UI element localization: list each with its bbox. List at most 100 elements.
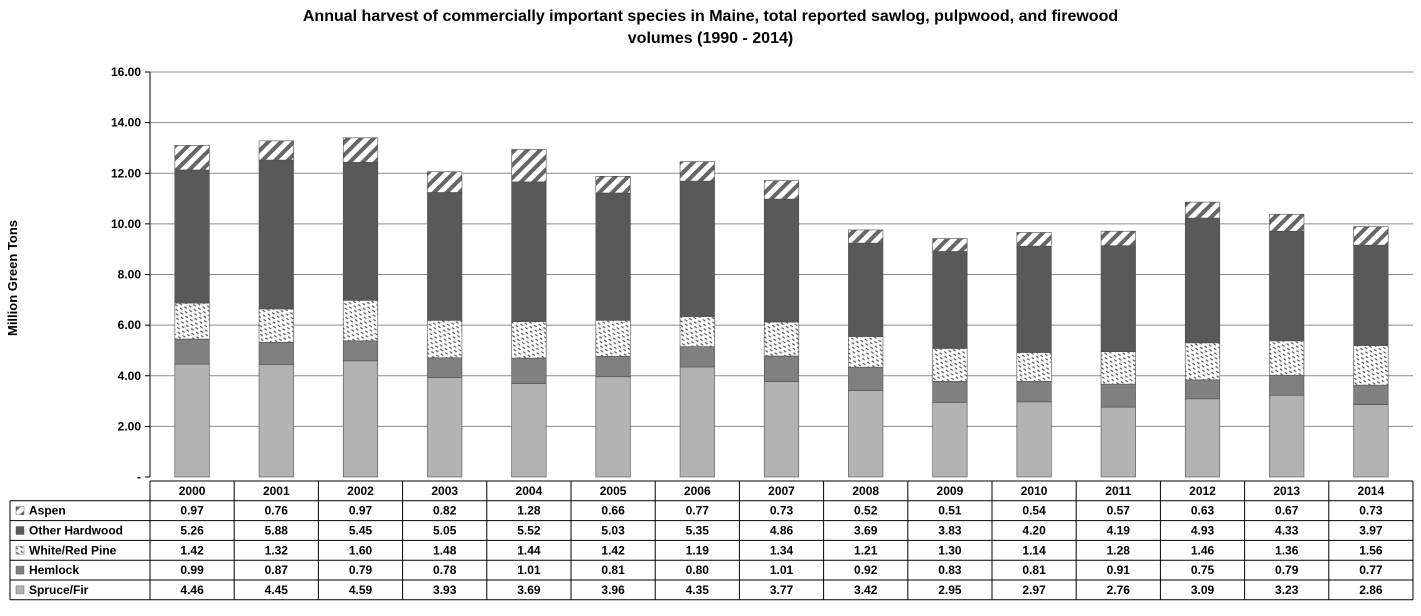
bar-aspen-2001 — [258, 140, 294, 161]
data-label-aspen-2006: 0.77 — [686, 504, 710, 518]
data-label-spruce-fir-2007: 3.77 — [770, 583, 794, 597]
legend-label-spruce-fir: Spruce/Fir — [29, 583, 89, 597]
legend-label-hemlock: Hemlock — [29, 563, 79, 577]
bar-aspen-2013 — [1269, 213, 1305, 232]
data-label-white-red-pine-2004: 1.44 — [517, 543, 541, 557]
bar-white-red-pine-2002 — [342, 300, 379, 342]
bar-other-hardwood-2001 — [258, 159, 294, 310]
bar-white-red-pine-2011 — [1100, 351, 1136, 385]
legend-key-hemlock — [15, 565, 25, 575]
y-tick-label: 6.00 — [118, 318, 142, 332]
bar-spruce-fir-2004 — [511, 383, 547, 478]
bar-aspen-2007 — [763, 180, 800, 200]
bar-white-red-pine-2009 — [932, 348, 968, 382]
bar-aspen-2000 — [174, 145, 210, 171]
bar-other-hardwood-2002 — [342, 162, 379, 301]
bar-hemlock-2002 — [342, 340, 379, 362]
data-label-spruce-fir-2012: 3.09 — [1191, 583, 1215, 597]
bar-aspen-2004 — [511, 149, 547, 183]
data-label-hemlock-2010: 0.81 — [1022, 563, 1046, 577]
data-label-spruce-fir-2008: 3.42 — [854, 583, 878, 597]
bar-spruce-fir-2001 — [258, 364, 294, 478]
data-label-white-red-pine-2008: 1.21 — [854, 543, 878, 557]
bar-hemlock-2000 — [174, 338, 210, 365]
x-tick-label-2010: 2010 — [1021, 484, 1048, 498]
data-label-hemlock-2007: 1.01 — [770, 563, 794, 577]
legend-label-white-red-pine: White/Red Pine — [29, 543, 117, 557]
data-label-white-red-pine-2000: 1.42 — [180, 543, 204, 557]
bar-other-hardwood-2005 — [595, 192, 631, 321]
bar-hemlock-2013 — [1269, 374, 1305, 396]
data-label-hemlock-2013: 0.79 — [1275, 563, 1299, 577]
bar-other-hardwood-2003 — [427, 192, 463, 321]
bar-other-hardwood-2013 — [1269, 230, 1305, 342]
data-label-spruce-fir-2014: 2.86 — [1359, 583, 1383, 597]
bar-white-red-pine-2003 — [427, 320, 463, 359]
bar-other-hardwood-2004 — [511, 181, 547, 322]
y-axis-label: Million Green Tons — [5, 220, 20, 336]
data-label-aspen-2004: 1.28 — [517, 504, 541, 518]
data-label-hemlock-2001: 0.87 — [265, 563, 289, 577]
bar-hemlock-2007 — [763, 355, 800, 382]
data-label-white-red-pine-2012: 1.46 — [1191, 543, 1215, 557]
data-label-aspen-2000: 0.97 — [180, 504, 204, 518]
data-label-white-red-pine-2009: 1.30 — [938, 543, 962, 557]
legend-label-aspen: Aspen — [29, 504, 66, 518]
data-label-hemlock-2000: 0.99 — [180, 563, 204, 577]
data-label-white-red-pine-2002: 1.60 — [349, 543, 373, 557]
bar-white-red-pine-2004 — [511, 321, 547, 359]
data-label-aspen-2008: 0.52 — [854, 504, 878, 518]
y-tick-label: 4.00 — [118, 369, 142, 383]
bar-white-red-pine-2001 — [258, 308, 294, 343]
data-label-spruce-fir-2004: 3.69 — [517, 583, 541, 597]
bar-spruce-fir-2012 — [1184, 398, 1221, 478]
bar-hemlock-2008 — [848, 366, 884, 391]
data-label-aspen-2010: 0.54 — [1022, 504, 1046, 518]
legend-label-other-hardwood: Other Hardwood — [29, 524, 123, 538]
bar-white-red-pine-2007 — [763, 321, 800, 357]
y-tick-label: 16.00 — [111, 65, 141, 79]
bar-other-hardwood-2006 — [679, 180, 715, 317]
data-label-aspen-2005: 0.66 — [601, 504, 625, 518]
bar-spruce-fir-2013 — [1269, 394, 1305, 478]
data-label-white-red-pine-2013: 1.36 — [1275, 543, 1299, 557]
x-tick-label-2003: 2003 — [431, 484, 458, 498]
data-label-other-hardwood-2009: 3.83 — [938, 524, 962, 538]
bar-other-hardwood-2011 — [1100, 245, 1136, 353]
data-label-other-hardwood-2006: 5.35 — [686, 524, 710, 538]
bar-aspen-2003 — [427, 171, 463, 193]
bar-hemlock-2004 — [511, 357, 547, 384]
bar-spruce-fir-2000 — [174, 363, 210, 478]
data-label-other-hardwood-2001: 5.88 — [265, 524, 289, 538]
data-label-aspen-2011: 0.57 — [1107, 504, 1131, 518]
x-tick-label-2009: 2009 — [937, 484, 964, 498]
data-label-spruce-fir-2003: 3.93 — [433, 583, 457, 597]
data-label-white-red-pine-2005: 1.42 — [601, 543, 625, 557]
x-tick-label-2005: 2005 — [600, 484, 627, 498]
bar-spruce-fir-2008 — [848, 390, 884, 478]
bar-hemlock-2010 — [1016, 381, 1052, 403]
data-label-white-red-pine-2006: 1.19 — [686, 543, 710, 557]
data-label-spruce-fir-2005: 3.96 — [601, 583, 625, 597]
bar-aspen-2008 — [848, 229, 884, 244]
x-tick-label-2004: 2004 — [516, 484, 543, 498]
data-label-spruce-fir-2002: 4.59 — [349, 583, 373, 597]
data-label-spruce-fir-2013: 3.23 — [1275, 583, 1299, 597]
bar-spruce-fir-2009 — [932, 402, 968, 478]
data-label-other-hardwood-2013: 4.33 — [1275, 524, 1299, 538]
x-tick-label-2008: 2008 — [852, 484, 879, 498]
data-label-spruce-fir-2006: 4.35 — [686, 583, 710, 597]
bar-hemlock-2011 — [1100, 383, 1136, 408]
y-tick-label: 12.00 — [111, 166, 141, 180]
bar-white-red-pine-2000 — [174, 302, 210, 340]
bar-aspen-2014 — [1353, 226, 1389, 246]
bar-white-red-pine-2010 — [1016, 352, 1052, 382]
data-label-other-hardwood-2014: 3.97 — [1359, 524, 1383, 538]
legend-key-spruce-fir — [15, 585, 25, 595]
data-label-hemlock-2009: 0.83 — [938, 563, 962, 577]
y-tick-label: 10.00 — [111, 217, 141, 231]
bar-white-red-pine-2005 — [595, 320, 631, 357]
x-tick-label-2001: 2001 — [263, 484, 290, 498]
data-label-aspen-2012: 0.63 — [1191, 504, 1215, 518]
bar-aspen-2010 — [1016, 232, 1052, 247]
